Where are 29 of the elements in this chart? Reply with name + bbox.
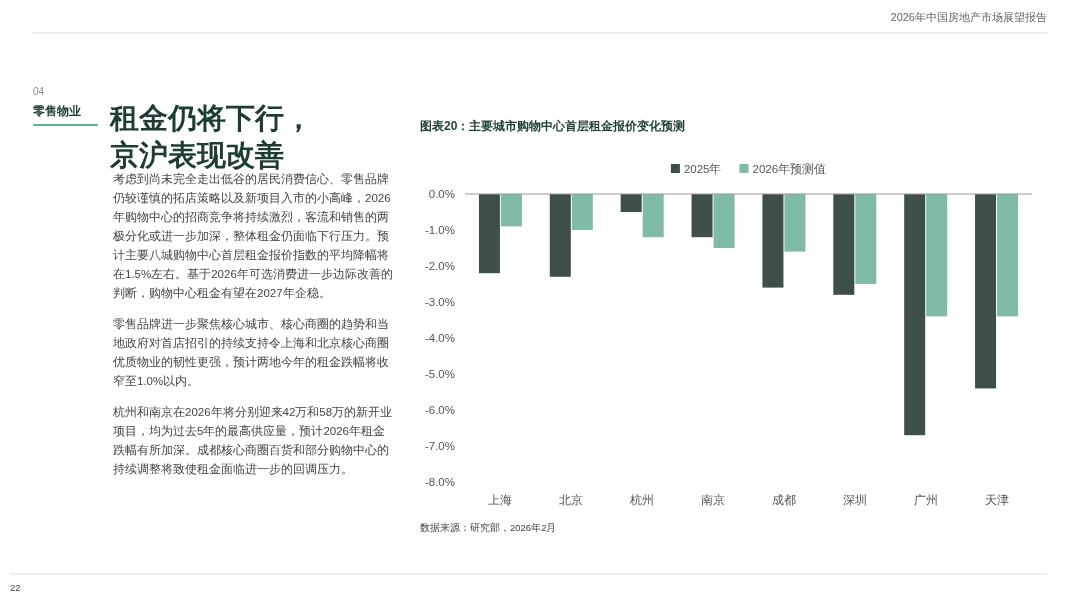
text: 零售品牌进一步聚焦核心城市、核心商圈的趋势和当地政府对首店招引的持续支持令上海和北京核心商圈优质物业的韧性更强，预计两地今年的租金跌幅将收窄至1.0%以内。 [113,317,390,389]
y-tick-label: -5.0% [424,368,455,380]
y-tick-label: -6.0% [424,404,455,416]
text: 04 [33,86,45,97]
text: 租金仍将下行，京沪表现改善 [110,100,314,173]
x-tick-label: 杭州 [629,493,655,506]
y-tick-label: -2.0% [424,260,455,272]
text: 2026年中国房地产市场展望报告 [890,10,1047,25]
y-tick-label: -3.0% [424,296,455,308]
x-tick-label: 南京 [701,493,726,506]
legend-label: 2026年预测值 [752,163,827,175]
x-tick-label: 天津 [984,494,1009,506]
text: 零售物业 [33,103,81,120]
x-tick-label: 北京 [559,493,584,506]
y-tick-label: -8.0% [424,476,455,488]
x-tick-label: 广州 [913,493,938,506]
y-tick-label: -1.0% [424,224,455,236]
x-tick-label: 成都 [771,494,796,506]
legend-label: 2025年 [683,163,722,175]
text: 考虑到尚未完全走出低谷的居民消费信心、零售品牌仍较谨慎的拓店策略以及新项目入市的小高峰，2026年购物中心的招商竞争将持续激烈，客流和销售的两极分化或进一步加深，整体租金仍面临下行压力。预计主要八城购物中心首层租金报价指数的平均降幅将在1.5%左右。基于2026年可选消费进一步边际改善的判断，购物中心租金有望在2027年企稳。 [113,173,393,299]
y-tick-label: 0.0% [428,188,455,200]
text: 杭州和南京在2026年将分别迎来42万和58万的新开业项目，均为过去5年的最高供应量，预计2026年租金跌幅有所加深。成都核心商圈百货和部分购物中心的持续调整将致使租金面临进一步的回调压力。 [113,405,393,477]
x-tick-label: 深圳 [842,494,867,506]
text: 22 [10,582,21,593]
chart-title: 图表20：主要城市购物中心首层租金报价变化预测 [420,119,686,133]
y-tick-label: -4.0% [424,332,455,344]
x-tick-label: 上海 [488,494,513,506]
source-note: 数据来源：研究部，2026年2月 [420,522,557,535]
y-tick-label: -7.0% [424,440,455,452]
